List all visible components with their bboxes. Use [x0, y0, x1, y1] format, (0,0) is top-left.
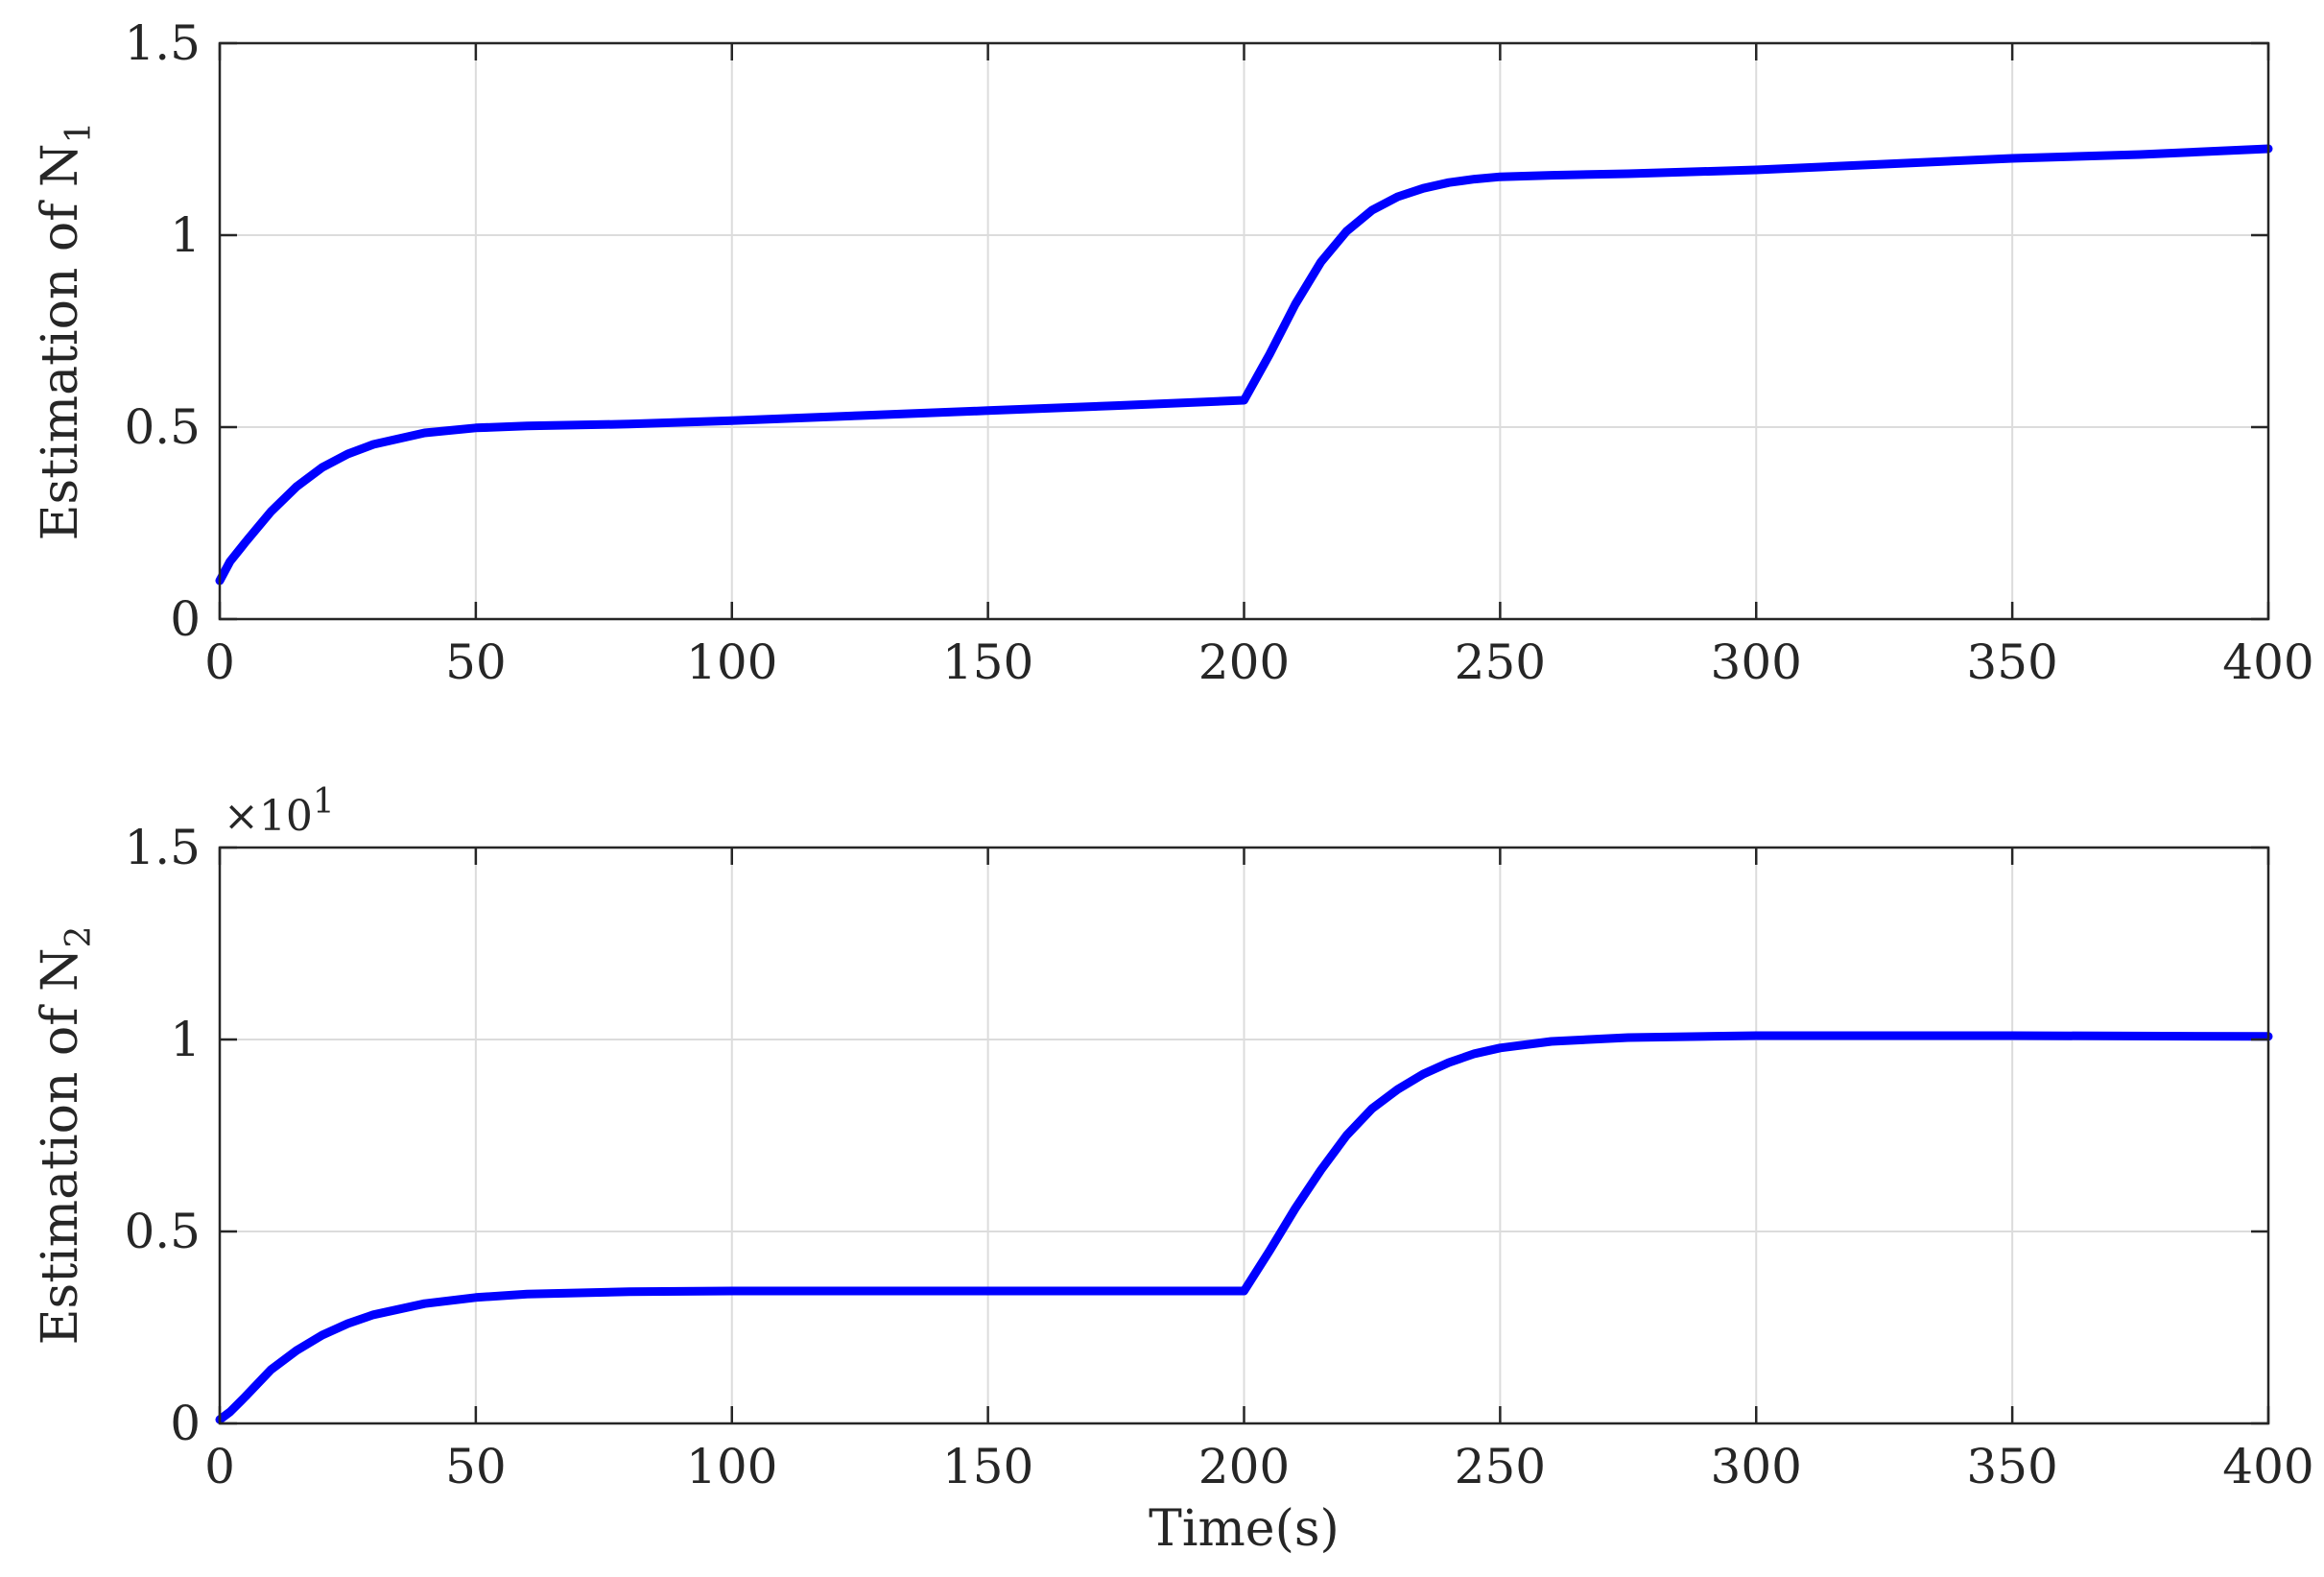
- x-tick-label: 300: [1711, 1439, 1802, 1494]
- x-axis-label: Time(s): [1149, 1500, 1340, 1558]
- x-tick-label: 50: [445, 1439, 507, 1494]
- y-tick-label: 1: [170, 1012, 201, 1067]
- y-axis-label: Estimation of N2: [32, 926, 99, 1346]
- series-line-1: [215, 144, 2273, 585]
- x-tick-label: 350: [1966, 634, 2057, 690]
- x-tick-label: 400: [2222, 634, 2313, 690]
- x-tick-label: 100: [686, 1439, 777, 1494]
- series-line-1: [215, 1031, 2273, 1424]
- y-multiplier-label: ×101: [224, 782, 335, 841]
- y-tick-label: 1.5: [124, 15, 201, 71]
- x-tick-label: 200: [1198, 1439, 1290, 1494]
- y-tick-label: 1.5: [124, 820, 201, 875]
- y-axis-label: Estimation of N1: [32, 122, 99, 541]
- x-tick-label: 400: [2222, 1439, 2313, 1494]
- x-tick-label: 150: [942, 1439, 1033, 1494]
- x-tick-label: 50: [445, 634, 507, 690]
- x-tick-label: 100: [686, 634, 777, 690]
- panel-1: 0 50 100 150 200 250 300 350 400 0 0.5 1 1.5 Estimati…: [32, 15, 2314, 690]
- x-tick-label: 0: [204, 1439, 235, 1494]
- y-tick-label: 0.5: [124, 1204, 201, 1259]
- x-tick-label: 0: [204, 634, 235, 690]
- x-tick-label: 250: [1455, 1439, 1546, 1494]
- x-tick-label: 300: [1711, 634, 1802, 690]
- y-tick-label: 0.5: [124, 399, 201, 455]
- x-tick-label: 350: [1966, 1439, 2057, 1494]
- y-tick-label: 0: [170, 1396, 201, 1451]
- panel-2: 0 50 100 150 200 250 300 350 400 0 0.5 1 1.5 Estimati…: [32, 782, 2314, 1558]
- x-tick-label: 150: [942, 634, 1033, 690]
- x-tick-label: 200: [1198, 634, 1290, 690]
- y-tick-label: 1: [170, 207, 201, 263]
- x-tick-label: 250: [1455, 634, 1546, 690]
- y-tick-label: 0: [170, 591, 201, 647]
